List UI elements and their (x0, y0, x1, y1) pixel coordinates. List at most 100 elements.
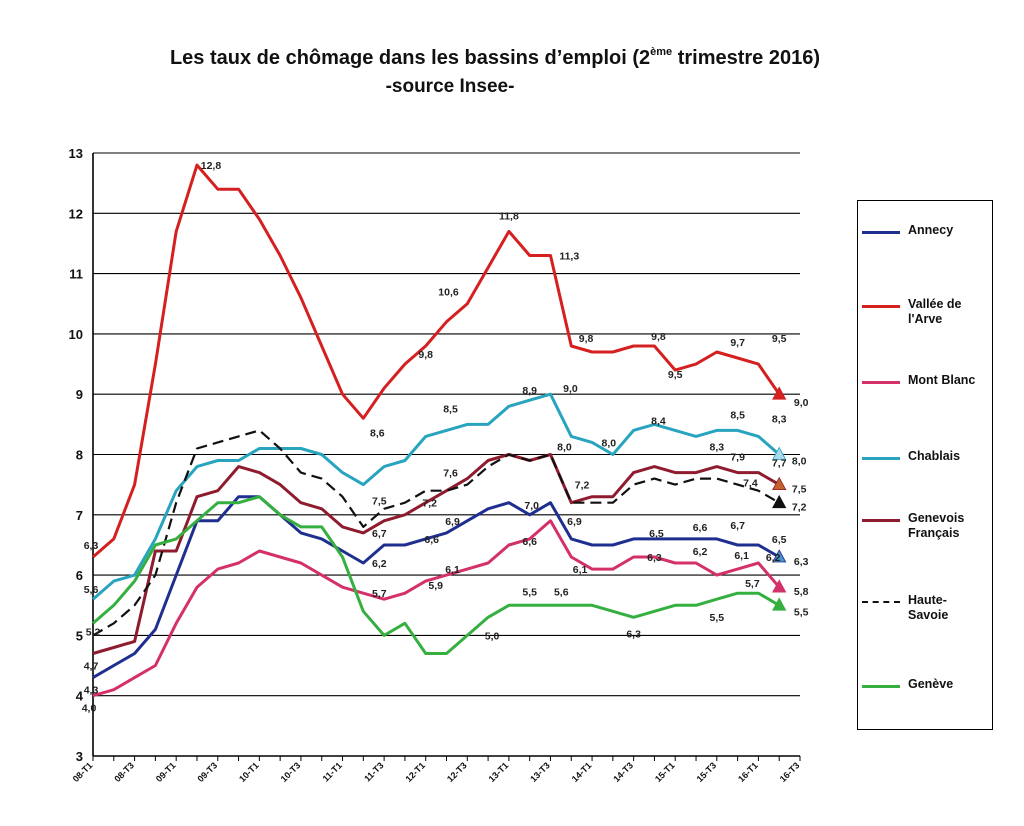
data-label: 6,6 (522, 536, 537, 548)
legend-swatch (862, 457, 900, 460)
data-label: 12,8 (201, 160, 222, 172)
series-end-marker-6 (772, 597, 787, 611)
data-label: 11,3 (559, 251, 579, 263)
data-label: 6,1 (573, 564, 588, 576)
x-tick-label: 14-T1 (570, 760, 594, 784)
x-tick-label: 08-T3 (112, 760, 136, 784)
legend-label-line1: Genève (908, 677, 954, 691)
x-tick-label: 12-T3 (445, 760, 469, 784)
title-end: trimestre 2016) (672, 47, 821, 69)
data-label: 7,5 (792, 484, 807, 496)
data-label: 5,6 (84, 584, 99, 596)
legend-swatch (862, 231, 900, 234)
series-end-marker-5 (772, 494, 787, 509)
data-label: 5,6 (554, 586, 569, 598)
y-tick-label: 7 (76, 508, 83, 523)
data-label: 6,1 (445, 564, 460, 576)
legend-label: Chablais (908, 449, 960, 464)
legend-swatch (862, 685, 900, 688)
data-label: 6,3 (794, 556, 809, 568)
data-label: 7,6 (443, 468, 458, 480)
legend-swatch (862, 519, 900, 522)
x-tick-label: 09-T1 (154, 760, 178, 784)
data-label: 8,0 (792, 456, 807, 468)
x-tick-label: 10-T1 (237, 760, 261, 784)
y-tick-label: 4 (76, 689, 84, 704)
data-label: 8,0 (557, 442, 572, 454)
legend-label: Mont Blanc (908, 373, 975, 388)
data-label: 5,9 (428, 580, 443, 592)
x-tick-label: 09-T3 (195, 760, 219, 784)
legend-label-line2: l'Arve (908, 312, 943, 326)
data-label: 8,0 (602, 438, 617, 450)
series-end-marker-4 (772, 476, 787, 491)
data-label: 11,8 (499, 210, 519, 222)
data-label: 8,9 (522, 385, 537, 397)
data-label: 6,2 (693, 546, 708, 558)
x-tick-label: 16-T3 (778, 760, 802, 784)
title-superscript: ème (650, 46, 673, 58)
y-tick-label: 12 (69, 206, 83, 221)
legend-label: Vallée de l'Arve (908, 297, 962, 327)
data-label: 6,2 (766, 552, 781, 564)
data-label: 6,5 (649, 528, 664, 540)
x-tick-label: 16-T1 (736, 760, 760, 784)
data-label: 7,5 (372, 496, 387, 508)
data-label: 9,0 (794, 397, 809, 409)
data-label: 7,4 (743, 478, 758, 490)
data-label: 9,5 (668, 369, 683, 381)
data-label: 6,5 (772, 534, 787, 546)
data-label: 9,8 (651, 331, 666, 343)
x-tick-label: 13-T3 (528, 760, 552, 784)
x-tick-label: 14-T3 (611, 760, 635, 784)
series-line-3 (92, 392, 781, 601)
x-tick-label: 15-T1 (653, 760, 677, 784)
legend-swatch (862, 305, 900, 308)
legend-swatch (862, 601, 900, 603)
legend-label-line1: Annecy (908, 223, 954, 237)
data-label: 6,3 (626, 628, 641, 640)
data-label: 5,5 (522, 586, 537, 598)
legend-label-line1: Haute- (908, 593, 947, 607)
series-line-1 (92, 163, 781, 559)
data-label: 5,7 (372, 588, 387, 600)
data-label: 10,6 (438, 287, 459, 299)
data-label: 7,9 (730, 452, 745, 464)
data-label: 6,6 (693, 522, 708, 534)
data-label: 9,7 (730, 337, 745, 349)
data-label: 8,4 (651, 415, 666, 427)
legend-label-line1: Chablais (908, 449, 961, 463)
data-label: 9,0 (563, 383, 578, 395)
data-label: 8,5 (730, 409, 745, 421)
data-label: 5,5 (794, 606, 809, 618)
data-label: 9,5 (772, 333, 787, 345)
data-label: 8,6 (370, 427, 385, 439)
data-label: 6,9 (445, 516, 460, 528)
series-end-marker-0 (772, 549, 787, 563)
data-label: 5,7 (745, 578, 760, 590)
y-tick-label: 10 (69, 327, 83, 342)
data-label: 9,8 (418, 349, 433, 361)
legend-swatch (862, 381, 900, 384)
y-tick-label: 3 (76, 749, 83, 764)
data-label: 5,5 (710, 612, 725, 624)
y-tick-label: 9 (76, 387, 83, 402)
data-label: 6,6 (424, 534, 439, 546)
data-label: 6,3 (647, 552, 662, 564)
data-label: 7,2 (422, 498, 437, 510)
legend-label-line1: Genevois (908, 511, 965, 525)
legend-label-line2: Savoie (908, 608, 949, 622)
data-label: 6,9 (567, 516, 582, 528)
data-label: 8,5 (443, 403, 458, 415)
x-tick-label: 11-T1 (321, 760, 344, 783)
data-label: 6,1 (734, 550, 749, 562)
data-label: 6,3 (84, 540, 99, 552)
x-tick-label: 13-T1 (487, 760, 511, 784)
data-label: 5,8 (794, 586, 809, 598)
data-label: 8,3 (772, 413, 787, 425)
x-tick-label: 11-T3 (362, 760, 385, 783)
legend-label-line2: Français (908, 526, 960, 540)
series-line-4 (92, 453, 780, 655)
y-tick-label: 11 (69, 267, 83, 282)
